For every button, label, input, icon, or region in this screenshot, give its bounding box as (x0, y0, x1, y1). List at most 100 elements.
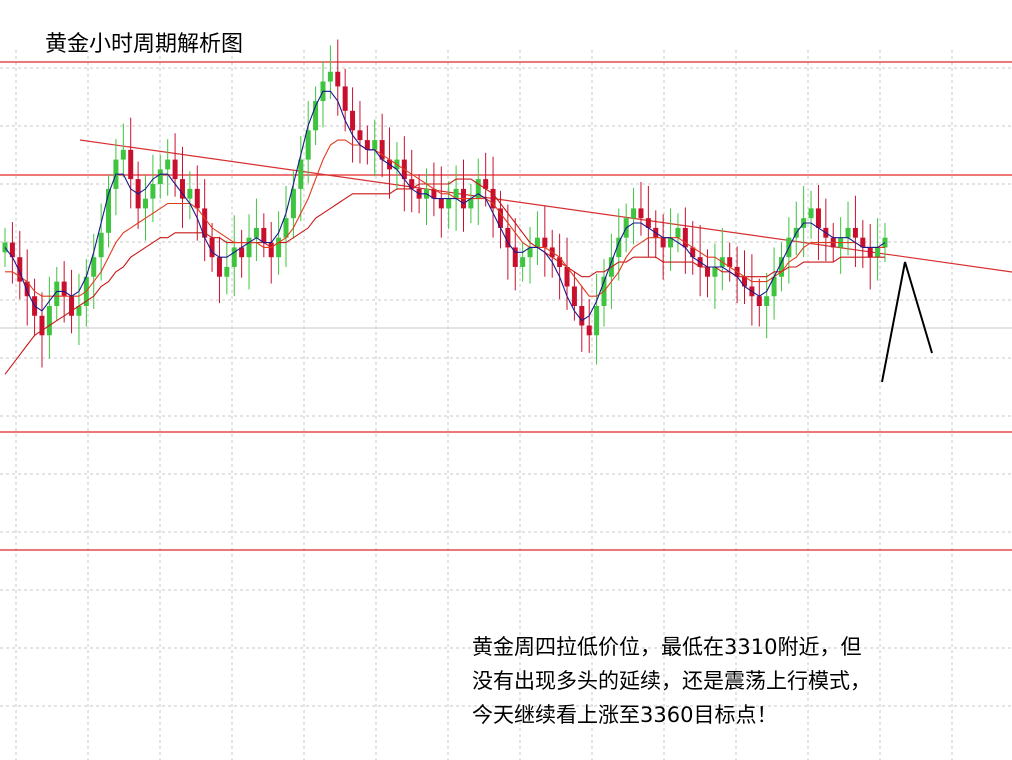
candles-group (2, 39, 888, 368)
ma-mid-line (5, 139, 885, 297)
trend-line (79, 139, 1012, 273)
candle-body (54, 281, 60, 306)
candle-body (660, 237, 666, 248)
candle-body (290, 188, 296, 219)
candle-body (497, 208, 503, 228)
candle-body (527, 247, 533, 258)
ma-fast-line (4, 90, 886, 322)
candle-body (246, 237, 252, 258)
candle-body (120, 149, 126, 160)
candle-body (143, 198, 149, 209)
chart-title: 黄金小时周期解析图 (45, 32, 244, 57)
note-line-2: 没有出现多头的延续，还是震荡上行模式， (472, 669, 871, 693)
candle-body (675, 227, 681, 238)
candle-body (106, 188, 112, 233)
candle-body (586, 325, 592, 336)
candle-body (342, 86, 348, 111)
candle-body (542, 237, 548, 248)
candle-body (705, 266, 711, 277)
candle-body (239, 247, 245, 258)
candle-body (172, 159, 178, 180)
candle-body (91, 257, 97, 277)
candle-body (756, 296, 762, 306)
candle-body (364, 140, 370, 150)
candle-body (534, 237, 540, 248)
candle-body (727, 257, 733, 267)
candle-body (372, 140, 378, 150)
candle-body (564, 266, 570, 287)
candle-body (668, 237, 674, 248)
candle-body (24, 281, 30, 297)
candle-body (808, 208, 814, 219)
candle-body (261, 227, 267, 243)
projection-path (881, 261, 933, 383)
candle-body (741, 276, 747, 287)
candle-body (594, 306, 600, 336)
candle-body (253, 227, 259, 238)
chart-grid (0, 50, 1012, 760)
candle-body (150, 184, 156, 199)
candle-body (616, 237, 622, 258)
candle-body (224, 266, 230, 277)
candle-body (46, 306, 52, 336)
note-line-3: 今天继续看上涨至3360目标点！ (472, 703, 778, 727)
candle-body (875, 247, 881, 258)
candle-body (327, 71, 333, 82)
ma-slow-line (4, 178, 885, 375)
candle-body (276, 237, 282, 258)
candle-body (305, 130, 311, 160)
candle-body (69, 296, 75, 316)
candle-body (571, 286, 577, 306)
candle-body (357, 130, 363, 141)
candle-body (512, 247, 518, 267)
candle-body (157, 169, 163, 184)
candle-body (313, 101, 319, 131)
candle-body (298, 159, 304, 189)
candle-body (61, 281, 67, 297)
candle-body (505, 227, 511, 248)
candle-body (815, 208, 821, 228)
candle-body (194, 188, 200, 209)
candle-body (771, 276, 777, 297)
candle-body (187, 188, 193, 199)
candle-body (860, 237, 866, 248)
candle-body (179, 179, 185, 199)
candle-body (468, 198, 474, 209)
candle-body (128, 149, 134, 180)
candle-body (9, 242, 15, 258)
candle-body (350, 110, 356, 131)
candle-body (764, 296, 770, 306)
candle-body (283, 218, 289, 238)
horizontal-levels (0, 61, 1012, 551)
candle-body (379, 140, 385, 160)
candle-body (490, 188, 496, 209)
candle-body (520, 257, 526, 267)
candle-body (475, 179, 481, 199)
candle-body (631, 208, 637, 219)
candle-body (17, 257, 23, 282)
candle-body (867, 247, 873, 258)
candle-body (431, 188, 437, 199)
candle-body (446, 198, 452, 209)
candle-body (76, 306, 82, 316)
candle-body (579, 306, 585, 326)
projection-lines (881, 261, 933, 383)
candle-body (882, 237, 888, 248)
candle-body (335, 71, 341, 87)
moving-averages (4, 90, 886, 375)
candle-body (202, 208, 208, 238)
candle-body (165, 159, 171, 170)
candle-body (645, 218, 651, 228)
candle-body (712, 266, 718, 277)
candle-body (778, 257, 784, 277)
candle-body (231, 247, 237, 267)
candle-body (438, 198, 444, 209)
candle-body (216, 257, 222, 277)
candle-body (638, 208, 644, 219)
candle-body (852, 227, 858, 238)
candle-body (845, 227, 851, 238)
candle-body (268, 242, 274, 258)
candle-body (682, 227, 688, 248)
note-line-1: 黄金周四拉低价位，最低在3310附近，但 (472, 635, 862, 659)
candle-body (39, 315, 45, 336)
